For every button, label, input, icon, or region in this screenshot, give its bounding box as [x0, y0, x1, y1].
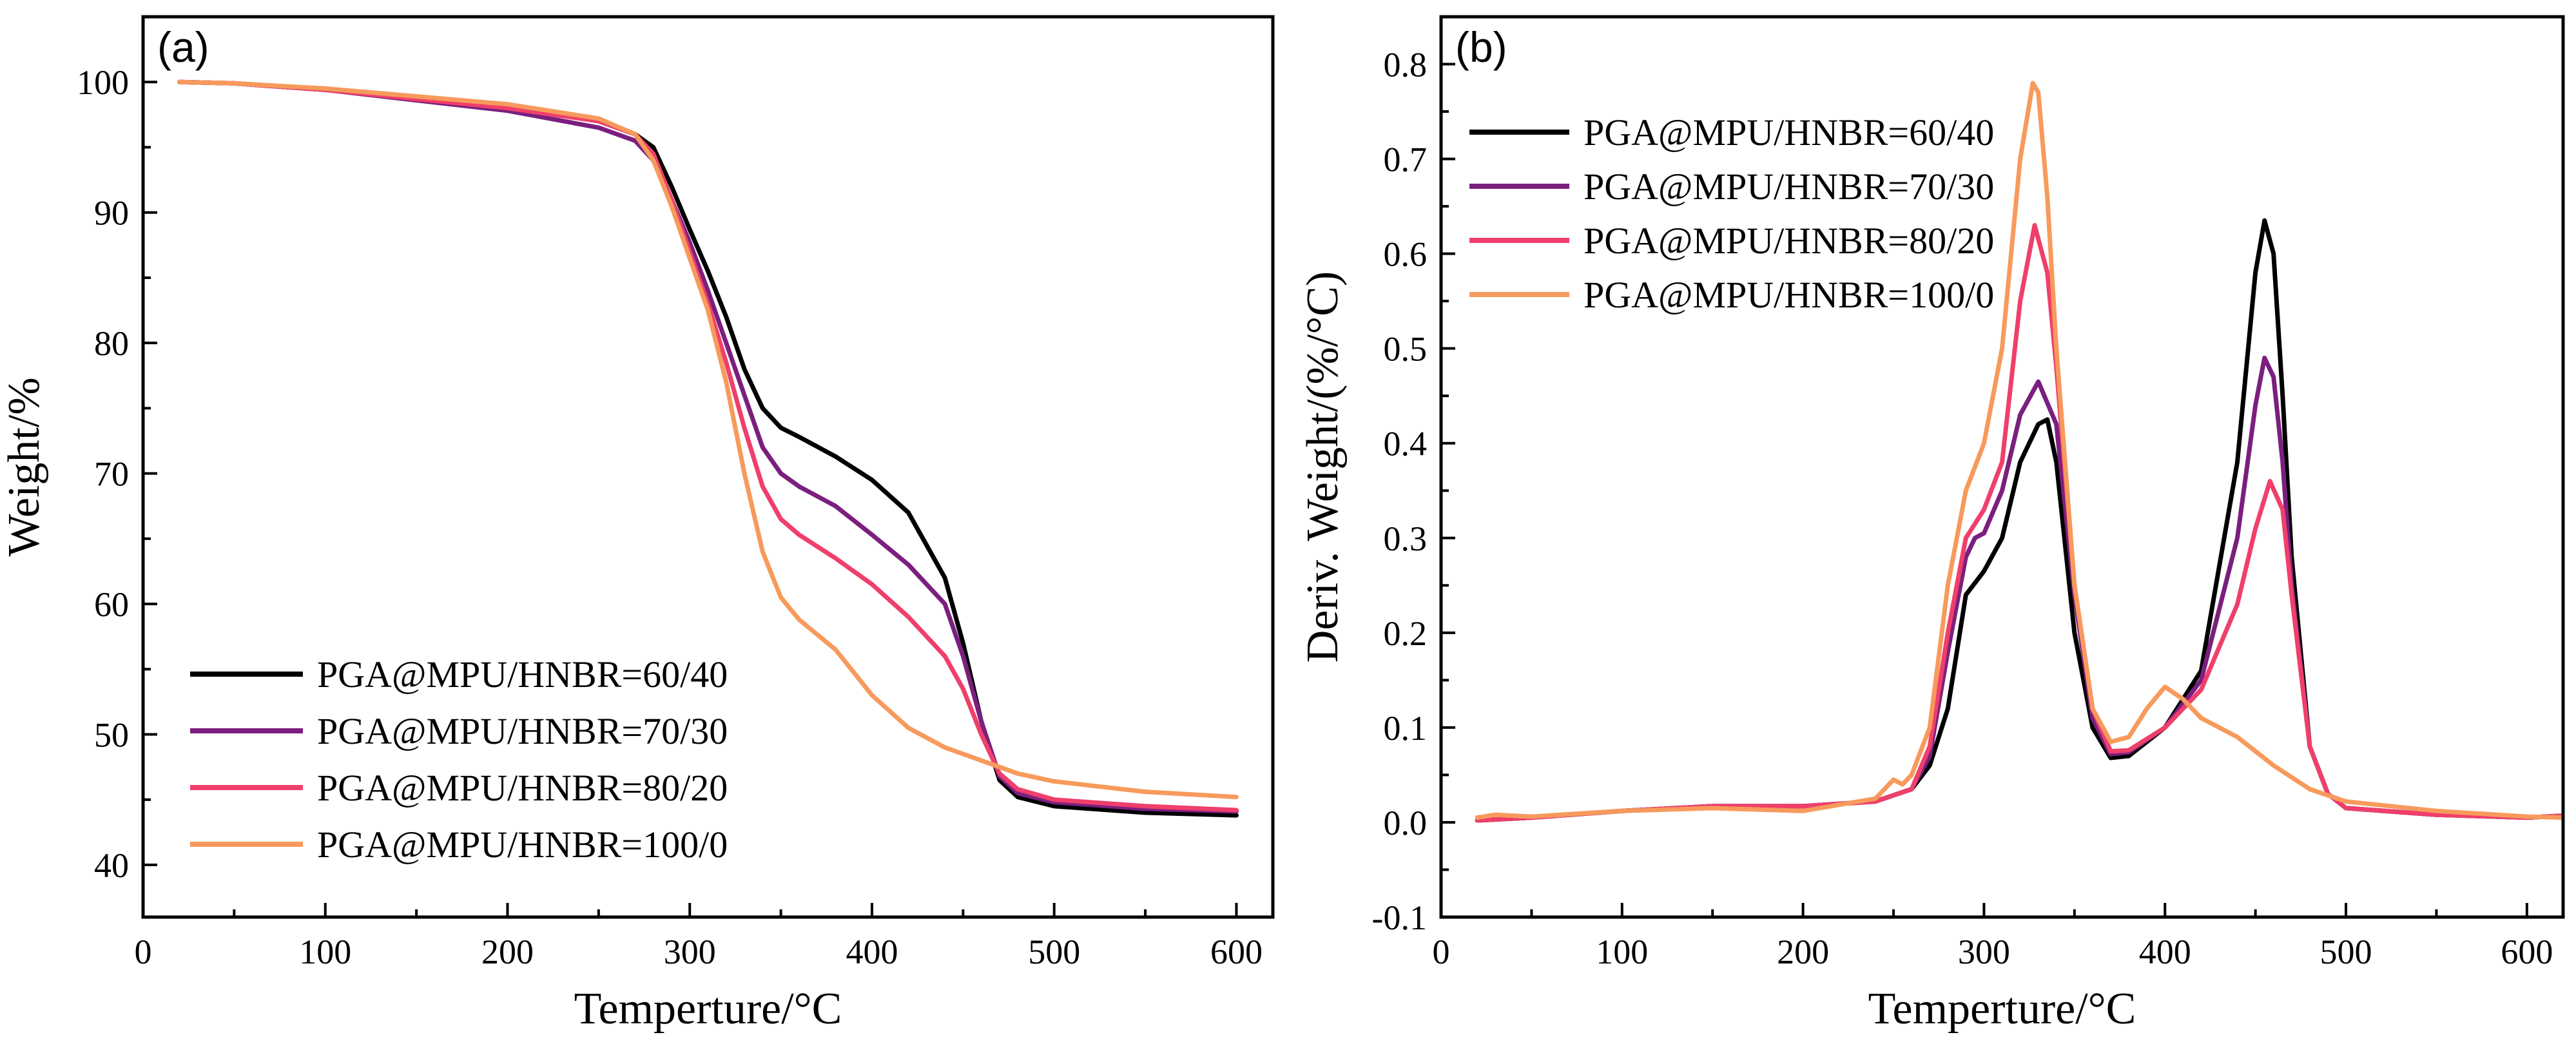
series-line-3 [177, 79, 1239, 813]
x-axis-title: Temperture/°C [574, 984, 842, 1034]
y-tick-label: 0.5 [1384, 330, 1428, 369]
plot-frame [141, 15, 1275, 919]
y-tick-label: 0.0 [1384, 804, 1428, 842]
x-tick-label: 200 [1777, 933, 1829, 971]
y-tick-label: 0.2 [1384, 614, 1428, 653]
y-axis-title: Weight/% [0, 377, 49, 556]
series-line-4 [1475, 81, 2563, 820]
legend-label-1: PGA@MPU/HNBR=60/40 [1583, 111, 1994, 153]
legend: PGA@MPU/HNBR=60/40 PGA@MPU/HNBR=70/30 PGA@… [190, 653, 728, 866]
series-line-1 [177, 79, 1239, 818]
y-tick-label: 0.6 [1384, 235, 1428, 274]
x-tick-label: 500 [1028, 933, 1080, 971]
panel-label: (a) [157, 23, 209, 71]
y-tick-label: -0.1 [1372, 898, 1427, 937]
legend-label-2: PGA@MPU/HNBR=70/30 [317, 710, 728, 752]
y-tick-label: 0.7 [1384, 140, 1428, 179]
y-tick-label: 60 [94, 585, 129, 624]
plot-frame [1439, 15, 2565, 919]
x-tick-label: 400 [2139, 933, 2191, 971]
x-tick-label: 300 [1958, 933, 2010, 971]
series-line-4 [177, 79, 1239, 800]
y-tick-label: 100 [77, 63, 129, 102]
y-tick-label: 0.3 [1384, 519, 1428, 558]
legend-label-3: PGA@MPU/HNBR=80/20 [317, 767, 728, 809]
y-tick-label: 50 [94, 716, 129, 755]
panel-label: (b) [1455, 23, 1507, 71]
x-tick-label: 100 [1596, 933, 1648, 971]
x-tick-label: 300 [664, 933, 716, 971]
y-axis-title: Deriv. Weight/(%/°C) [1298, 271, 1348, 663]
y-tick-label: 0.1 [1384, 709, 1428, 748]
x-tick-label: 500 [2320, 933, 2372, 971]
panel-a: 0 100 200 300 400 500 600 40 50 60 70 80 90 100 Temper… [0, 15, 1275, 1034]
x-tick-label: 0 [135, 933, 152, 971]
y-tick-label: 70 [94, 455, 129, 494]
y-tick-label: 90 [94, 194, 129, 233]
y-tick-label: 0.8 [1384, 46, 1428, 84]
legend-label-4: PGA@MPU/HNBR=100/0 [1583, 274, 1994, 316]
legend-label-2: PGA@MPU/HNBR=70/30 [1583, 166, 1994, 208]
series-line-2 [177, 79, 1239, 814]
y-tick-label: 40 [94, 846, 129, 885]
legend-label-4: PGA@MPU/HNBR=100/0 [317, 824, 728, 866]
x-tick-label: 400 [846, 933, 898, 971]
series-group [1475, 81, 2563, 823]
x-tick-label: 600 [2501, 933, 2553, 971]
legend: PGA@MPU/HNBR=60/40 PGA@MPU/HNBR=70/30 PGA@… [1469, 111, 1994, 316]
x-axis-title: Temperture/°C [1868, 984, 2136, 1034]
legend-label-1: PGA@MPU/HNBR=60/40 [317, 653, 728, 695]
y-tick-label: 0.4 [1384, 425, 1428, 463]
x-tick-label: 200 [481, 933, 534, 971]
series-line-2 [1475, 355, 2563, 823]
x-tick-label: 600 [1210, 933, 1263, 971]
x-tick-label: 0 [1433, 933, 1450, 971]
legend-label-3: PGA@MPU/HNBR=80/20 [1583, 220, 1994, 262]
panel-b: 0 100 200 300 400 500 600 -0.1 0.0 0.1 0.2 0.3 0.4 0.… [1298, 15, 2565, 1034]
series-group [177, 79, 1239, 818]
y-tick-label: 80 [94, 324, 129, 363]
x-tick-label: 100 [299, 933, 351, 971]
